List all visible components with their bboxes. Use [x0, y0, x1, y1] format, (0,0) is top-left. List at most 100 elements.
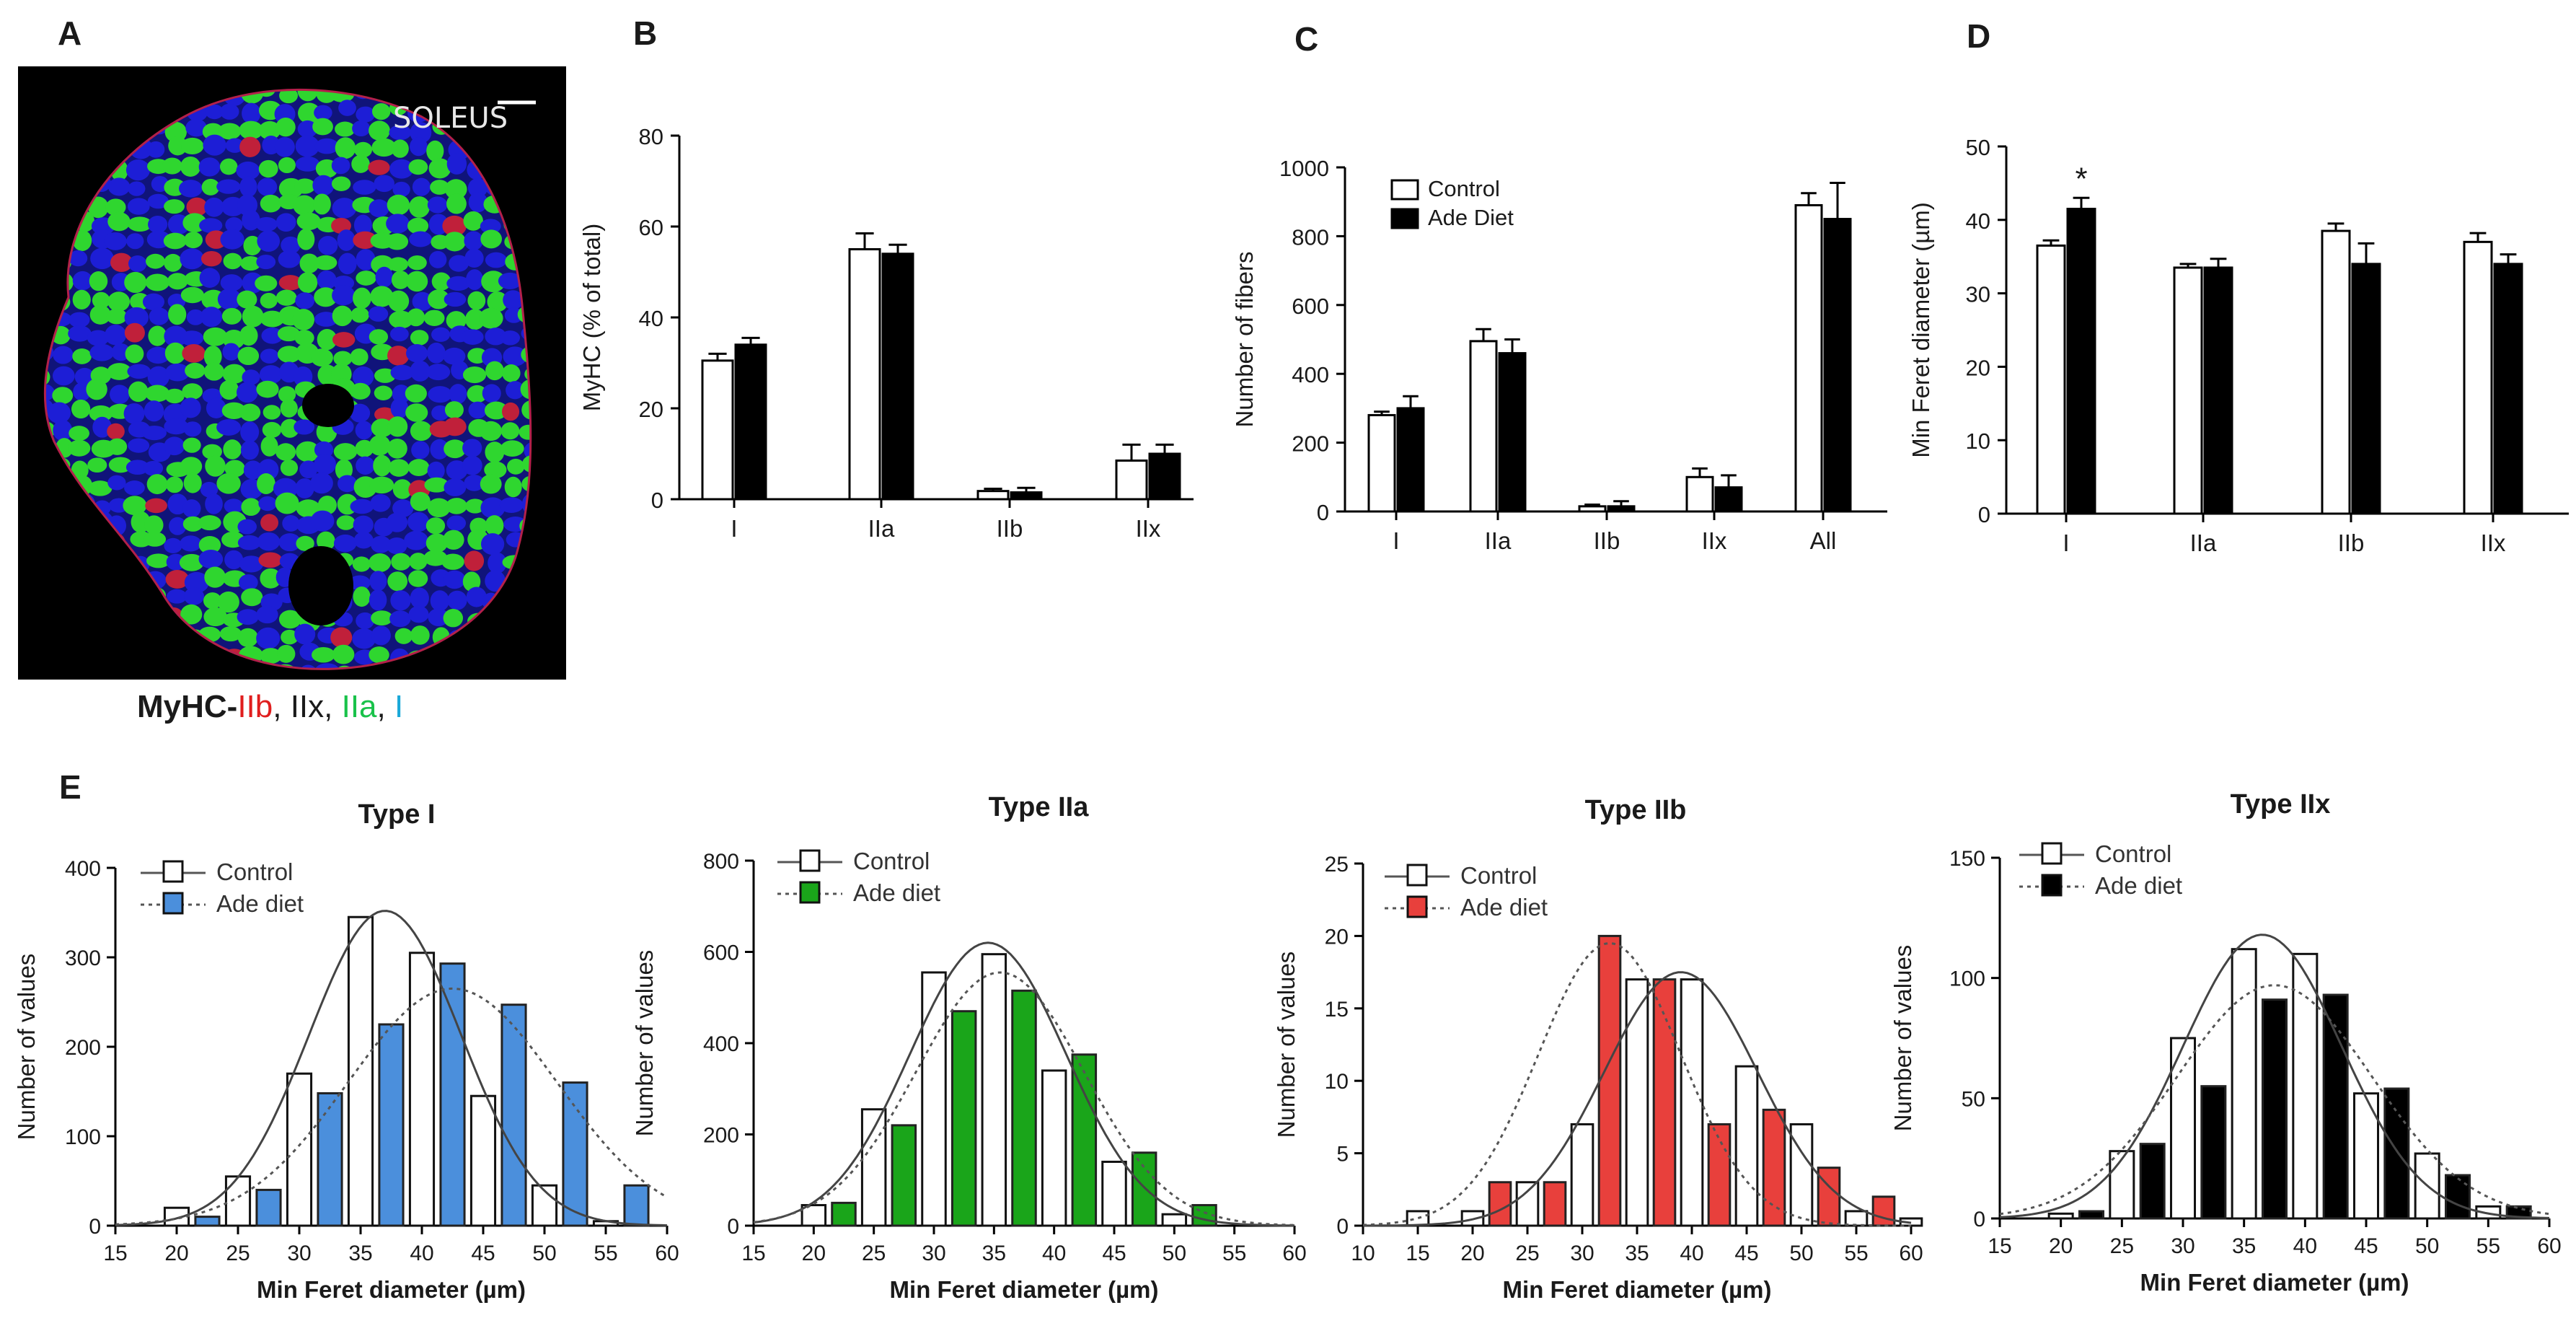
muscle-fiber [143, 626, 165, 648]
x-tick-label: 25 [2110, 1234, 2134, 1258]
muscle-fiber [89, 609, 109, 628]
muscle-fiber [526, 662, 531, 669]
y-tick-label: 15 [1325, 998, 1349, 1022]
muscle-fiber [165, 89, 189, 99]
muscle-fiber [333, 534, 357, 553]
muscle-fiber [353, 515, 374, 535]
bar [2321, 229, 2351, 515]
muscle-fiber [105, 198, 126, 216]
muscle-fiber [275, 492, 299, 514]
muscle-fiber [45, 195, 55, 214]
y-tick-label: 40 [1966, 208, 1990, 234]
muscle-fiber [220, 274, 243, 291]
muscle-fiber [107, 363, 132, 380]
muscle-fiber [389, 610, 411, 628]
muscle-fiber [506, 381, 525, 400]
muscle-fiber [521, 346, 531, 364]
muscle-fiber [524, 552, 531, 570]
muscle-fiber [281, 629, 299, 645]
muscle-fiber [124, 307, 149, 328]
muscle-fiber [539, 568, 557, 589]
muscle-fiber [202, 444, 222, 460]
control-bar [531, 1184, 558, 1227]
muscle-fiber [463, 211, 483, 231]
muscle-fiber [338, 252, 357, 275]
muscle-fiber [256, 255, 276, 270]
muscle-fiber [387, 571, 408, 592]
ade-diet-bar [2261, 998, 2288, 1220]
muscle-fiber [260, 348, 279, 364]
control-bar [2169, 1037, 2197, 1220]
muscle-fiber [352, 366, 374, 387]
muscle-fiber [412, 291, 433, 311]
ade-diet-bar [1131, 1151, 1157, 1227]
legend-label: Ade diet [216, 890, 304, 917]
y-tick-label: 10 [1325, 1070, 1349, 1094]
muscle-fiber [162, 157, 182, 175]
muscle-fiber [222, 343, 240, 361]
muscle-fiber [543, 478, 562, 499]
muscle-fiber [354, 141, 373, 158]
ade-diet-bar [194, 1216, 221, 1227]
muscle-fiber [485, 646, 510, 666]
ade-diet-bar [2444, 1174, 2471, 1220]
muscle-fiber [521, 585, 531, 607]
muscle-fiber [51, 160, 76, 177]
muscle-fiber [312, 646, 335, 663]
muscle-fiber [279, 67, 299, 87]
muscle-fiber [180, 137, 204, 154]
control-bar [408, 952, 436, 1227]
x-tick-label: IIa [868, 515, 895, 542]
ade-diet-bar [439, 962, 466, 1227]
muscle-fiber [182, 499, 201, 518]
muscle-fiber [18, 630, 36, 645]
muscle-fiber [203, 346, 222, 368]
muscle-fiber [297, 228, 315, 250]
muscle-fiber [68, 439, 91, 457]
muscle-fiber [335, 459, 353, 480]
muscle-fiber [542, 644, 565, 659]
muscle-fiber [220, 229, 244, 250]
bar [1010, 491, 1043, 501]
x-tick-label: 30 [2171, 1234, 2195, 1258]
muscle-fiber [18, 119, 40, 136]
muscle-fiber [237, 535, 261, 550]
muscle-fiber [261, 328, 283, 344]
muscle-fiber [180, 604, 203, 625]
x-tick-label: 55 [1844, 1242, 1868, 1265]
muscle-fiber [53, 530, 77, 551]
muscle-fiber [539, 366, 557, 386]
muscle-fiber [69, 612, 88, 629]
muscle-fiber [441, 553, 464, 570]
muscle-fiber [127, 69, 146, 84]
muscle-fiber [392, 181, 410, 198]
muscle-fiber [69, 575, 90, 592]
muscle-fiber [221, 307, 242, 325]
muscle-fiber [45, 174, 50, 193]
muscle-fiber [332, 305, 353, 327]
muscle-fiber [462, 439, 482, 457]
ade-diet-fit-curve [115, 987, 668, 1226]
caption-sep-3: , [376, 689, 394, 724]
muscle-fiber [507, 571, 526, 591]
muscle-fiber [164, 342, 186, 364]
muscle-fiber [464, 248, 484, 268]
muscle-fiber [240, 256, 261, 271]
muscle-fiber [88, 196, 109, 219]
chart-c: 0 200 400 600 800 1000 Number of fibers I IIa IIb… [1231, 156, 1887, 554]
y-tick-label: 0 [651, 488, 663, 513]
muscle-fiber [180, 330, 204, 346]
muscle-fiber [205, 493, 223, 514]
panel-label-b: B [633, 14, 657, 52]
y-axis-label: Number of fibers [1231, 252, 1258, 428]
muscle-fiber [332, 198, 357, 219]
muscle-fiber [18, 438, 40, 454]
ade-diet-bar [831, 1201, 857, 1227]
muscle-fiber [350, 348, 369, 366]
muscle-fiber [128, 438, 150, 453]
muscle-fiber [542, 215, 565, 236]
muscle-fiber [352, 556, 371, 572]
muscle-fiber [218, 123, 242, 140]
muscle-fiber [92, 105, 111, 123]
